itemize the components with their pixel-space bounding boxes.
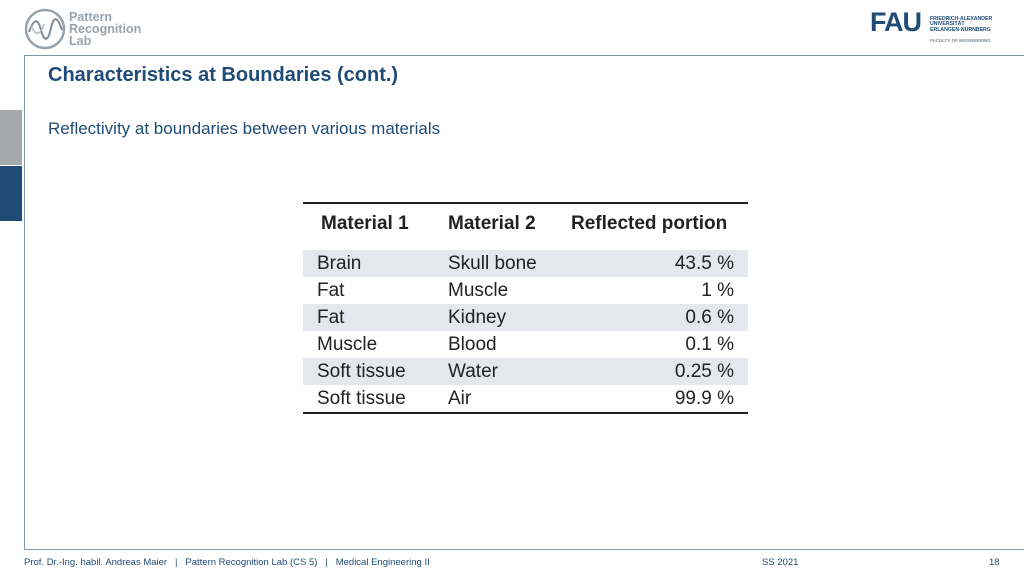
fau-logo: FAU FRIEDRICH-ALEXANDER UNIVERSITÄT ERLA… [870, 9, 1002, 45]
fau-logo-faculty: FACULTY OF ENGINEERING [930, 38, 991, 43]
fau-logo-line: UNIVERSITÄT [930, 21, 965, 28]
cell-reflected-portion: 99.9 % [571, 385, 748, 414]
cell-material-2: Skull bone [448, 244, 571, 277]
cell-material-2: Blood [448, 333, 497, 355]
fau-logo-line: ERLANGEN-NÜRNBERG [930, 26, 991, 33]
table-row: Fat Muscle 1 % [303, 277, 748, 304]
fau-logo-university: FRIEDRICH-ALEXANDER UNIVERSITÄT ERLANGEN… [930, 16, 993, 33]
slide-subtitle: Reflectivity at boundaries between vario… [48, 119, 441, 138]
lab-logo-line: Lab [69, 34, 92, 48]
cell-material-2: Muscle [448, 279, 509, 301]
table-row: Muscle Blood 0.1 % [303, 331, 748, 358]
fau-logo-word: FAU [870, 7, 922, 37]
lab-logo-line: Recognition [69, 22, 142, 36]
slide-frame-bottom [24, 549, 1024, 550]
cell-material-2: Kidney [448, 304, 571, 331]
cell-reflected-portion: 0.1 % [685, 333, 734, 355]
table-row: Soft tissue Air 99.9 % [303, 385, 748, 414]
table-header-row: Material 1 Material 2 Reflected portion [303, 202, 748, 248]
cell-reflected-portion: 43.5 % [571, 244, 748, 277]
cell-reflected-portion: 0.6 % [571, 304, 748, 331]
header-divider [24, 55, 1024, 56]
slide-frame-left [24, 56, 25, 549]
table-row: Fat Kidney 0.6 % [303, 304, 748, 331]
table-row: Brain Skull bone 43.5 % [303, 244, 748, 277]
column-header-material-2: Material 2 [448, 202, 571, 248]
reflectivity-table: Material 1 Material 2 Reflected portion … [303, 202, 748, 414]
lab-logo-text: Pattern Recognition Lab [69, 10, 169, 48]
footer-credits: Prof. Dr.-Ing. habil. Andreas Maier | Pa… [24, 557, 430, 568]
cell-material-1: Muscle [317, 333, 378, 355]
side-marker-gray [0, 110, 22, 165]
lab-logo-icon [24, 8, 66, 50]
lab-logo-line: Pattern [69, 10, 113, 24]
cell-reflected-portion: 1 % [701, 279, 734, 301]
table-row: Soft tissue Water 0.25 % [303, 358, 748, 385]
pattern-recognition-lab-logo: Pattern Recognition Lab [24, 8, 164, 54]
footer-page-number: 18 [989, 557, 1000, 568]
side-marker-blue [0, 166, 22, 221]
cell-material-2: Water [448, 358, 571, 385]
footer-semester: SS 2021 [762, 557, 799, 568]
column-header-material-1: Material 1 [303, 202, 448, 248]
column-header-reflected-portion: Reflected portion [571, 202, 748, 248]
cell-reflected-portion: 0.25 % [571, 358, 748, 385]
fau-logo-line: FRIEDRICH-ALEXANDER [930, 16, 993, 22]
cell-material-2: Air [448, 385, 571, 414]
slide-title: Characteristics at Boundaries (cont.) [48, 64, 399, 86]
cell-material-1: Soft tissue [303, 385, 448, 414]
cell-material-1: Fat [317, 279, 345, 301]
cell-material-1: Fat [303, 304, 448, 331]
cell-material-1: Soft tissue [303, 358, 448, 385]
cell-material-1: Brain [303, 244, 448, 277]
